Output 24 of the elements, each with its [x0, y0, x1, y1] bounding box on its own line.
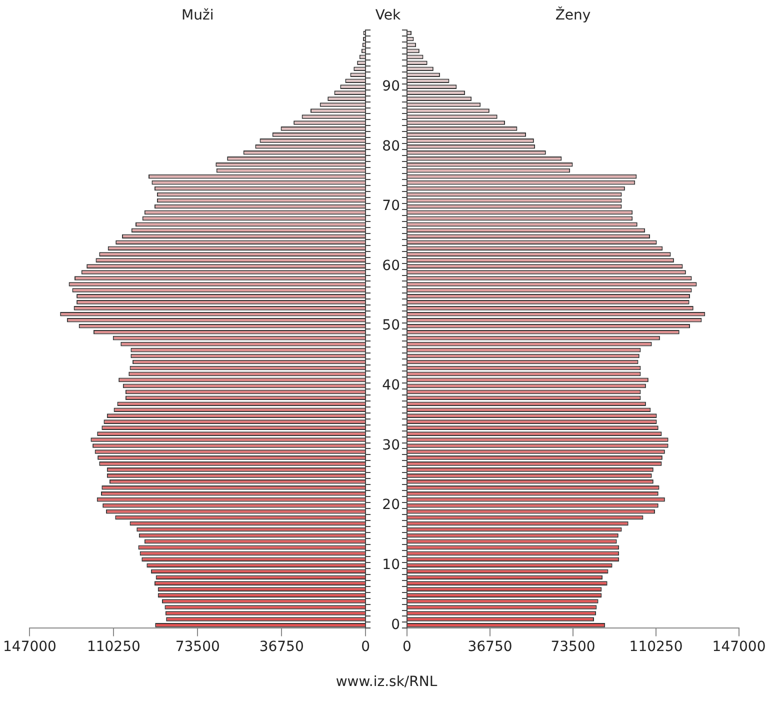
y-tick-label: 10	[382, 557, 400, 574]
x-tick-label: 0	[361, 639, 370, 656]
y-tick-label: 60	[382, 258, 400, 274]
x-tick-label: 73500	[175, 639, 220, 656]
y-axis-title: Vek	[375, 8, 402, 24]
y-tick-label: 20	[382, 497, 400, 514]
x-tick-label: 110250	[629, 639, 683, 656]
y-tick-label: 90	[382, 78, 400, 94]
y-tick-label: 50	[382, 318, 400, 334]
x-tick-label: 110250	[86, 639, 140, 656]
x-tick-label: 147000	[2, 639, 56, 656]
x-tick-label: 36750	[468, 639, 512, 656]
y-tick-label: 40	[382, 378, 400, 394]
chart-title: Muži	[182, 8, 214, 24]
x-tick-label: 36750	[259, 639, 304, 656]
x-tick-label: 147000	[712, 639, 766, 656]
x-tick-label: 0	[402, 639, 412, 656]
y-tick-label: 70	[382, 198, 400, 214]
y-tick-label: 30	[382, 437, 400, 454]
chart-title: Ženy	[555, 6, 591, 24]
y-tick-label: 80	[382, 138, 400, 154]
x-tick-label: 73500	[550, 639, 596, 656]
y-tick-label: 0	[391, 616, 400, 633]
text: www.iz.sk/RNL	[334, 674, 438, 690]
